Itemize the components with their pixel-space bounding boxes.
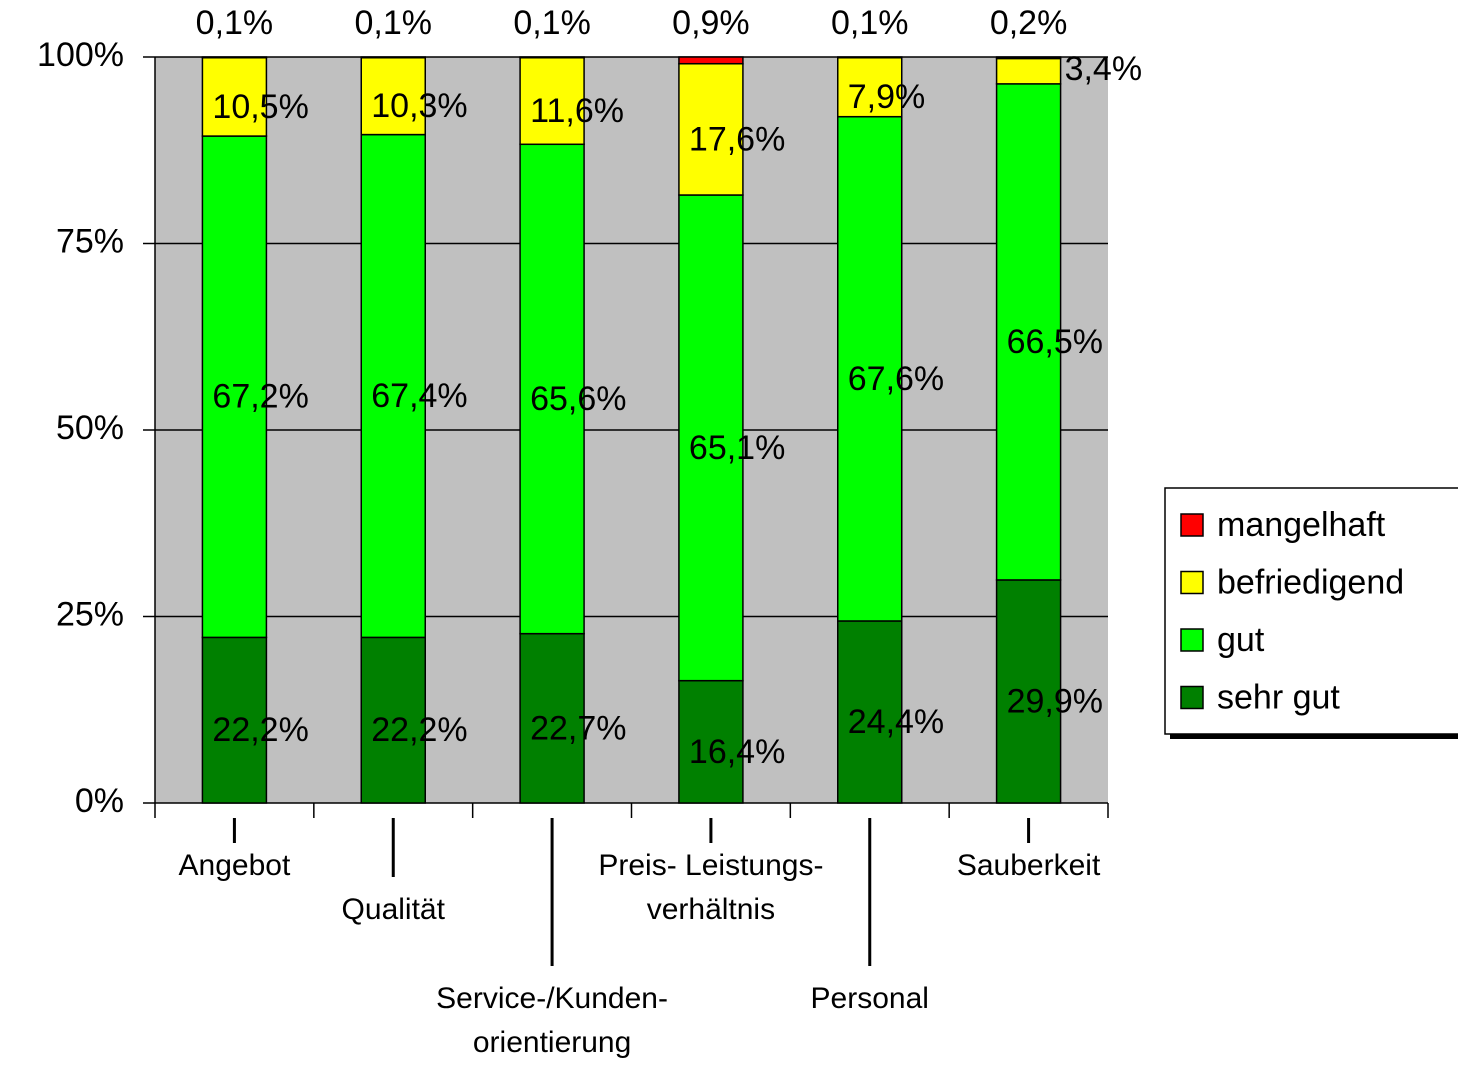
data-label: 24,4% — [848, 703, 944, 741]
y-tick-label: 100% — [37, 36, 124, 74]
legend-label: befriedigend — [1217, 563, 1404, 601]
x-tick-label: Qualität — [342, 893, 446, 926]
data-label: 65,6% — [530, 380, 626, 418]
x-tick-label: Service-/Kunden-orientierung — [436, 982, 668, 1059]
bar-segment — [519, 56, 585, 59]
data-label: 10,5% — [212, 88, 308, 126]
legend-label: mangelhaft — [1217, 506, 1386, 544]
data-label: 65,1% — [689, 429, 785, 467]
data-label: 11,6% — [530, 92, 624, 130]
legend-swatch — [1180, 685, 1204, 710]
legend-swatch — [1180, 513, 1204, 537]
bar-segment — [995, 83, 1062, 581]
bar-segment — [678, 62, 744, 196]
bar-segment — [519, 143, 585, 635]
bar-segment — [837, 56, 903, 118]
data-label: 0,2% — [990, 4, 1068, 42]
bar-segment — [201, 135, 268, 639]
bar-segment — [678, 679, 744, 804]
bar-segment — [995, 56, 1062, 60]
bar-segment — [837, 620, 903, 804]
bar-segment — [201, 56, 268, 59]
y-tick-label: 25% — [56, 595, 124, 633]
data-label: 29,9% — [1007, 682, 1103, 720]
data-label: 22,2% — [212, 711, 308, 749]
data-label: 0,1% — [831, 4, 909, 42]
bar-segment — [360, 56, 426, 136]
x-tick-label: Personal — [811, 982, 929, 1015]
legend — [1164, 487, 1458, 735]
bar-segment — [201, 636, 268, 804]
y-tick-label: 0% — [75, 782, 124, 820]
data-label: 17,6% — [689, 120, 785, 158]
data-label: 0,9% — [672, 4, 750, 42]
data-label: 7,9% — [848, 78, 926, 116]
x-tick-label: Sauberkeit — [957, 849, 1101, 882]
x-tick-label: Angebot — [179, 849, 291, 882]
bar-segment — [519, 56, 585, 146]
data-label: 67,2% — [212, 378, 308, 416]
bar-segment — [837, 115, 903, 622]
data-label: 67,4% — [371, 377, 467, 415]
legend-swatch — [1180, 628, 1204, 652]
bar-segment — [837, 56, 903, 59]
legend-label: gut — [1217, 621, 1265, 659]
data-label: 0,1% — [513, 4, 591, 42]
y-tick-label: 50% — [56, 409, 124, 447]
bar-segment — [360, 133, 426, 639]
data-label: 16,4% — [689, 733, 785, 771]
data-label: 22,7% — [530, 709, 626, 747]
data-label: 0,1% — [196, 4, 274, 42]
x-tick-label: Preis- Leistungs-verhältnis — [598, 849, 823, 926]
bar-segment — [678, 56, 744, 65]
data-label: 22,2% — [371, 711, 467, 749]
data-label: 3,4% — [1065, 50, 1143, 88]
data-label: 66,5% — [1007, 323, 1103, 361]
legend-swatch — [1180, 570, 1204, 595]
bar-segment — [995, 57, 1062, 85]
data-label: 10,3% — [371, 87, 467, 125]
bar-segment — [519, 632, 585, 804]
data-label: 0,1% — [355, 4, 433, 42]
bar-segment — [360, 56, 426, 59]
legend-label: sehr gut — [1217, 678, 1340, 716]
y-tick-label: 75% — [56, 222, 124, 260]
data-label: 67,6% — [848, 360, 944, 398]
